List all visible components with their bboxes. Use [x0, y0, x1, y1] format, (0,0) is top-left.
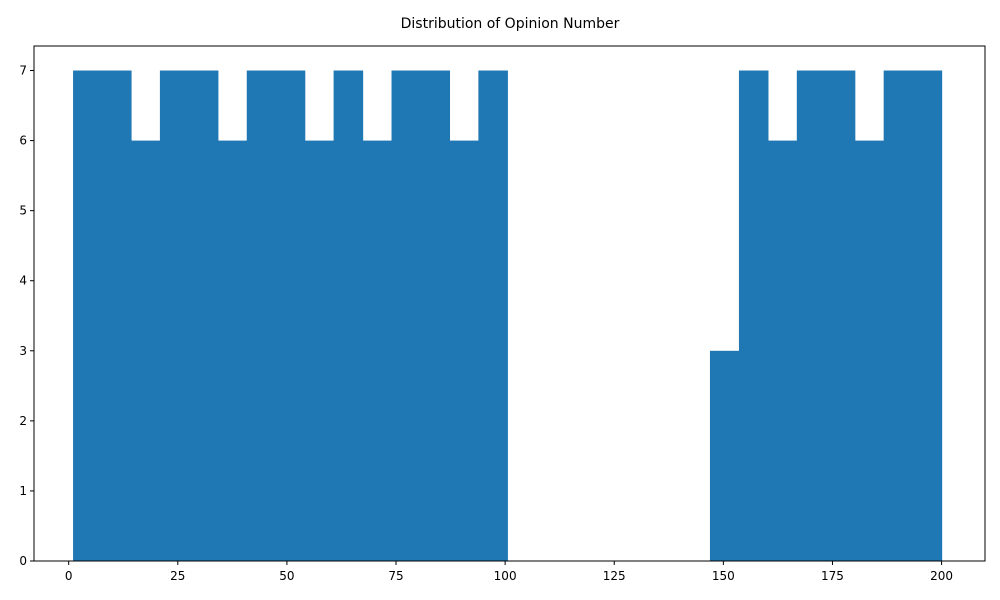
y-tick-label: 1 [19, 484, 27, 498]
x-tick-label: 200 [930, 569, 953, 583]
y-tick-label: 6 [19, 134, 27, 148]
histogram-bar [391, 70, 422, 562]
histogram-bar [883, 70, 914, 562]
histogram-bar [767, 140, 798, 561]
histogram-bar [420, 70, 451, 562]
x-tick-label: 175 [821, 569, 844, 583]
x-tick-label: 25 [170, 569, 185, 583]
y-tick-label: 3 [19, 344, 27, 358]
histogram-bar [709, 350, 740, 561]
histogram-bar [449, 140, 479, 561]
y-tick-label: 5 [19, 204, 27, 218]
histogram-bar [130, 140, 161, 561]
histogram-bar [246, 70, 277, 562]
x-tick-label: 150 [712, 569, 735, 583]
y-tick-label: 7 [19, 64, 27, 78]
histogram-bar [102, 70, 132, 562]
x-tick-label: 0 [65, 569, 73, 583]
histogram-bar [912, 70, 943, 562]
histogram-bar [304, 140, 335, 561]
x-tick-label: 125 [603, 569, 626, 583]
histogram-bar [159, 70, 190, 562]
histogram-bar [73, 70, 103, 562]
histogram-bar [217, 140, 248, 561]
histogram-bar [738, 70, 769, 562]
y-tick-label: 4 [19, 274, 27, 288]
y-tick-label: 2 [19, 414, 27, 428]
chart-title: Distribution of Opinion Number [401, 16, 620, 32]
histogram-bar [333, 70, 364, 562]
plot-frame [33, 45, 986, 562]
histogram-bar [478, 70, 508, 562]
x-tick-label: 100 [494, 569, 517, 583]
histogram-bar [188, 70, 219, 562]
histogram-bar [825, 70, 856, 562]
histogram-bars [73, 70, 943, 562]
x-tick-label: 75 [388, 569, 403, 583]
y-tick-label: 0 [19, 554, 27, 568]
histogram-bar [275, 70, 306, 562]
histogram-bar [362, 140, 393, 561]
axes: 0 25 50 75 100 125 150 175 200 0 1 2 3 4 5 6 7 [19, 45, 986, 583]
x-tick-label: 50 [279, 569, 294, 583]
histogram-bar [796, 70, 827, 562]
histogram-bar [854, 140, 885, 561]
